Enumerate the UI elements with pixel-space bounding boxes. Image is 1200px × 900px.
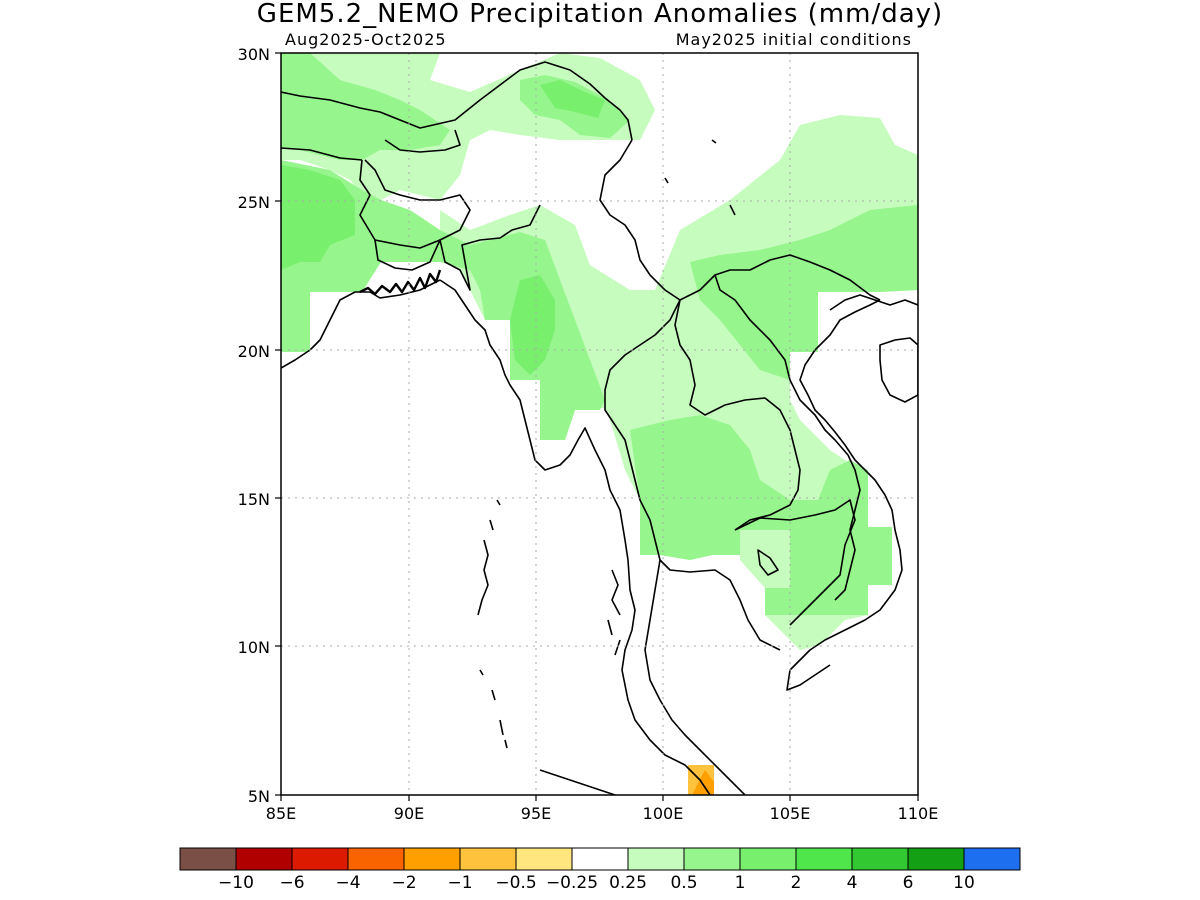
border-cambodia — [734, 499, 856, 626]
colorbar-swatch — [683, 847, 741, 871]
lat-tick-label: 10N — [238, 638, 270, 657]
axis-tick-marks — [275, 52, 919, 801]
colorbar-swatch — [851, 847, 909, 871]
coast-hainan — [879, 337, 918, 403]
colorbar-swatch — [627, 847, 685, 871]
border-myanmar-thailand — [604, 299, 681, 561]
colorbar-label: −0.25 — [546, 873, 598, 893]
colorbar-swatch — [795, 847, 853, 871]
graticule — [281, 53, 918, 795]
colorbar — [179, 847, 1021, 871]
lon-tick-label: 105E — [770, 804, 811, 823]
anomaly-region-negative-core — [692, 770, 714, 795]
coast-islands-east — [664, 139, 736, 216]
lon-tick-label: 95E — [521, 804, 551, 823]
anomaly-fill-layer — [281, 53, 918, 795]
colorbar-label: 1 — [735, 873, 746, 893]
anomaly-region-green-thailand — [630, 415, 892, 615]
border-laos-vietnam — [714, 274, 861, 601]
coast-guangxi — [829, 294, 918, 311]
colorbar-label: 4 — [847, 873, 858, 893]
lake-tonle-sap — [757, 549, 779, 576]
colorbar-label: −2 — [391, 873, 416, 893]
colorbar-label: −1 — [447, 873, 472, 893]
andaman-islands — [477, 539, 489, 616]
nicobar-islands — [479, 669, 508, 749]
forecast-period: Aug2025-Oct2025 — [285, 30, 447, 49]
border-nepal-south — [281, 147, 363, 161]
colorbar-label: −6 — [279, 873, 304, 893]
coast-vietnam — [786, 299, 903, 691]
border-north — [281, 61, 633, 141]
lat-tick-label: 5N — [248, 787, 270, 806]
border-myanmar-china — [599, 139, 881, 301]
colorbar-swatch — [739, 847, 797, 871]
anomaly-region-mid-green-north — [540, 80, 605, 118]
colorbar-label: 6 — [903, 873, 914, 893]
coast-myanmar — [439, 279, 711, 795]
colorbar-swatch — [515, 847, 573, 871]
border-laos-thailand — [674, 299, 801, 531]
colorbar-label: −4 — [335, 873, 360, 893]
border-bhutan — [384, 129, 461, 153]
colorbar-label: 2 — [791, 873, 802, 893]
colorbar-label: 10 — [953, 873, 975, 893]
colorbar-swatch — [403, 847, 461, 871]
colorbar-swatch — [235, 847, 293, 871]
colorbar-swatch — [291, 847, 349, 871]
border-ne-india — [359, 159, 471, 249]
coast-sundarbans — [359, 269, 442, 296]
border-bangladesh — [374, 204, 541, 291]
colorbar-swatch — [179, 847, 237, 871]
colorbar-label: 0.25 — [609, 873, 647, 893]
lon-tick-label: 90E — [394, 804, 424, 823]
anomaly-region-green-indochina — [690, 205, 918, 380]
initial-conditions: May2025 initial conditions — [676, 30, 912, 49]
anomaly-region-mid-green-west — [281, 165, 355, 270]
colorbar-swatch — [963, 847, 1021, 871]
colorbar-swatch — [571, 847, 629, 871]
lon-tick-label: 85E — [266, 804, 296, 823]
colorbar-label: −0.5 — [495, 873, 536, 893]
mergui-islands — [607, 569, 621, 656]
lon-tick-label: 110E — [898, 804, 939, 823]
map-frame — [280, 52, 919, 796]
colorbar-labels: −10 −6 −4 −2 −1 −0.5 −0.25 0.25 0.5 1 2 4 6 10 — [218, 873, 975, 893]
anomaly-region-green-bengal — [281, 160, 605, 440]
map-title: GEM5.2_NEMO Precipitation Anomalies (mm/… — [257, 0, 943, 29]
anomaly-region-mid-green-myanmar — [510, 275, 555, 375]
colorbar-swatch — [459, 847, 517, 871]
colorbar-label: 0.5 — [670, 873, 697, 893]
andaman-islands-2 — [489, 499, 501, 531]
lat-tick-label: 25N — [238, 193, 270, 212]
colorbar-swatch — [907, 847, 965, 871]
colorbar-label: −10 — [218, 873, 254, 893]
coast-gulf-thailand — [659, 559, 781, 651]
coastline-layer — [281, 61, 918, 795]
lat-tick-label: 20N — [238, 342, 270, 361]
anomaly-region-green-northwest — [281, 53, 450, 160]
coast-peninsula-east — [644, 559, 746, 795]
lat-tick-label: 15N — [238, 490, 270, 509]
lat-tick-label: 30N — [238, 45, 270, 64]
coast-sumatra — [539, 769, 616, 795]
lon-tick-label: 100E — [643, 804, 684, 823]
colorbar-swatch — [347, 847, 405, 871]
latitude-labels: 30N 25N 20N 15N 10N 5N — [238, 45, 270, 806]
longitude-labels: 85E 90E 95E 100E 105E 110E — [266, 804, 939, 823]
coast-india-east — [281, 279, 441, 369]
